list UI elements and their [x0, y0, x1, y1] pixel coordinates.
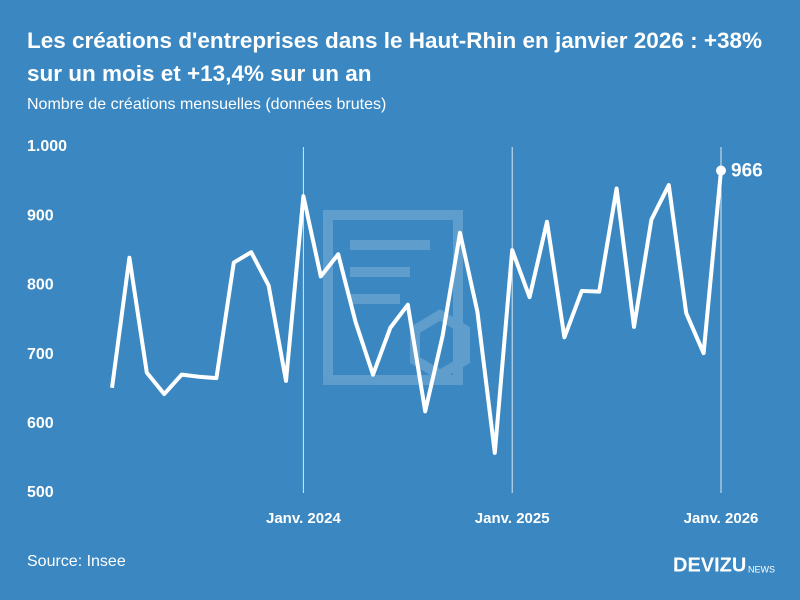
- watermark: [323, 210, 470, 385]
- y-tick-label: 700: [27, 346, 54, 363]
- y-tick-label: 1.000: [27, 138, 67, 155]
- x-tick-label: Janv. 2026: [684, 510, 759, 527]
- brand-suffix: NEWS: [748, 564, 775, 574]
- y-tick-label: 800: [27, 277, 54, 294]
- source: Source: Insee: [27, 553, 126, 570]
- brand: DEVIZU: [673, 554, 746, 576]
- y-tick-label: 900: [27, 207, 54, 224]
- value-label: 966: [731, 161, 763, 182]
- end-point: [716, 165, 726, 176]
- chart-subtitle: Nombre de créations mensuelles (données …: [27, 96, 387, 113]
- y-tick-label: 500: [27, 484, 54, 501]
- x-tick-label: Janv. 2025: [475, 510, 550, 527]
- y-tick-label: 600: [27, 415, 54, 432]
- chart-title: Les créations d'entreprises dans le Haut…: [27, 28, 763, 86]
- line: [110, 170, 723, 455]
- x-tick-label: Janv. 2024: [266, 510, 341, 527]
